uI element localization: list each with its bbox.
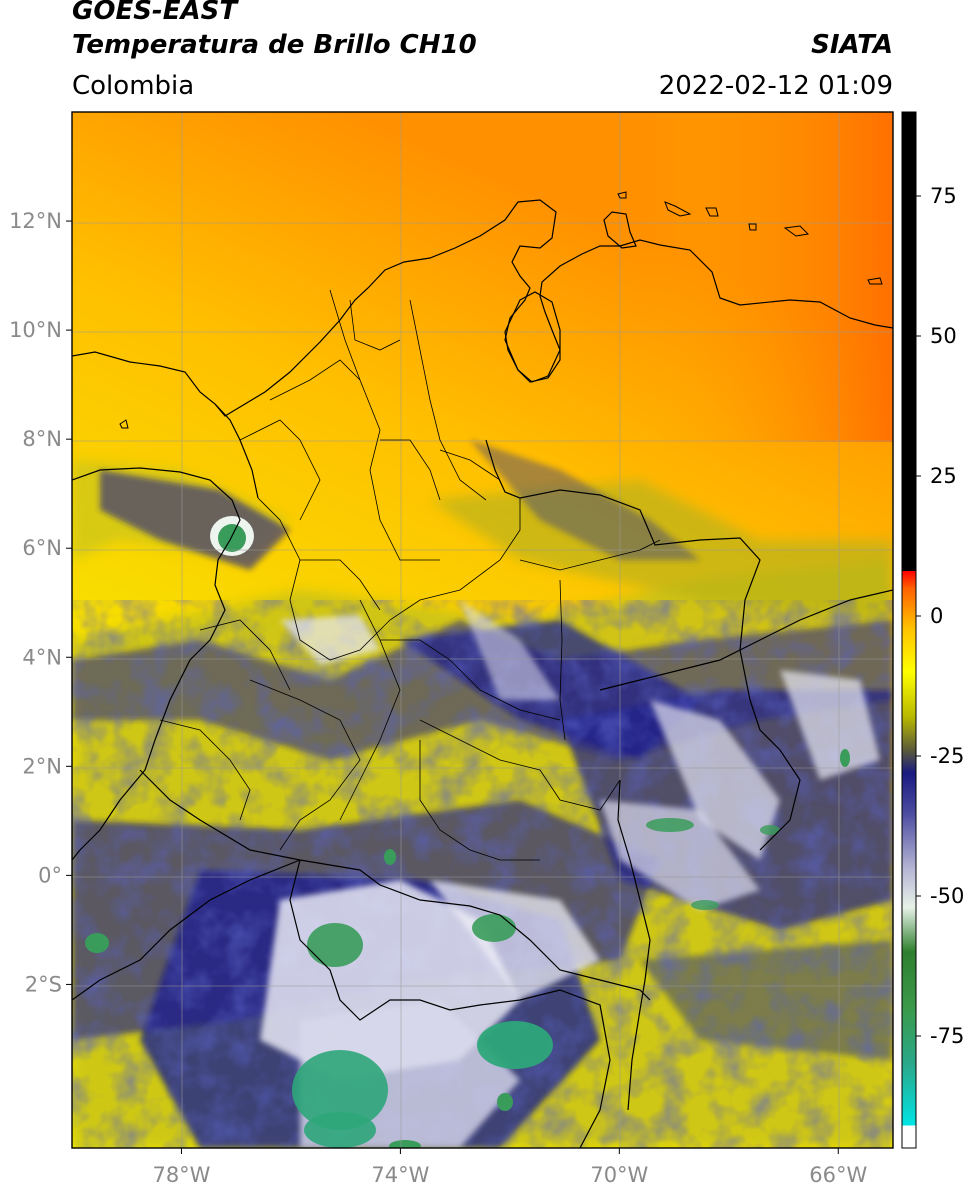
lon-tick-label: 74°W <box>371 1163 429 1187</box>
peru-border <box>289 859 611 1148</box>
colorbar-tick-label: -75 <box>930 1024 964 1048</box>
map-panel <box>72 112 893 1148</box>
cloud-field-white <box>260 600 880 1148</box>
paraguana-peninsula <box>603 211 637 249</box>
title-satellite: GOES-EAST <box>72 0 238 26</box>
lake-maracaibo <box>504 291 561 383</box>
warm-caribbean-region <box>640 112 893 442</box>
colorbar-tick-label: 75 <box>930 184 957 208</box>
colombia-south-border <box>139 769 651 1001</box>
colorbar-tick-label: 25 <box>930 464 957 488</box>
lat-tick-label: 0° <box>38 863 62 887</box>
colorbar-scale <box>902 112 916 1148</box>
lat-tick-label: 2°N <box>22 754 62 778</box>
colorbar-tick-label: -50 <box>930 884 964 908</box>
borders <box>72 199 893 1148</box>
colorbar-frame <box>901 111 917 1149</box>
pacific-coastline <box>72 467 241 861</box>
ecuador-border <box>72 859 301 1001</box>
orinoco-river <box>599 589 893 691</box>
longitude-axis: 78°W 74°W 70°W 66°W <box>152 1148 867 1187</box>
lat-tick-label: 4°N <box>22 645 62 669</box>
datetime-label: 2022-02-12 01:09 <box>658 71 893 101</box>
department-borders <box>159 289 661 861</box>
islands <box>119 191 883 429</box>
gridlines <box>72 112 893 1148</box>
colorbar-tick-label: -25 <box>930 744 964 768</box>
title-product: Temperatura de Brillo CH10 <box>72 30 477 60</box>
lat-tick-label: 10°N <box>9 318 62 342</box>
colombia-brazil-border <box>617 779 651 1111</box>
colorbar-tick-label: 0 <box>930 604 943 628</box>
map-frame <box>71 111 894 1149</box>
lon-tick-label: 66°W <box>809 1163 867 1187</box>
latitude-axis: 12°N 10°N 8°N 6°N 4°N 2°N 0° 2°S <box>9 209 72 996</box>
lon-tick-label: 78°W <box>152 1163 210 1187</box>
lat-tick-label: 2°S <box>25 972 62 996</box>
colorbar-ticks: 75 50 25 0 -25 -50 -75 <box>916 184 964 1048</box>
cloud-field-cold-green <box>85 516 850 1148</box>
caribbean-coastline <box>72 199 893 417</box>
source-label: SIATA <box>811 30 893 60</box>
region-label: Colombia <box>72 71 195 101</box>
colorbar-tick-label: 50 <box>930 324 957 348</box>
lat-tick-label: 6°N <box>22 536 62 560</box>
lon-tick-label: 70°W <box>590 1163 648 1187</box>
lat-tick-label: 12°N <box>9 209 62 233</box>
colorbar: 75 50 25 0 -25 -50 -75 <box>901 111 964 1149</box>
lat-tick-label: 8°N <box>22 427 62 451</box>
